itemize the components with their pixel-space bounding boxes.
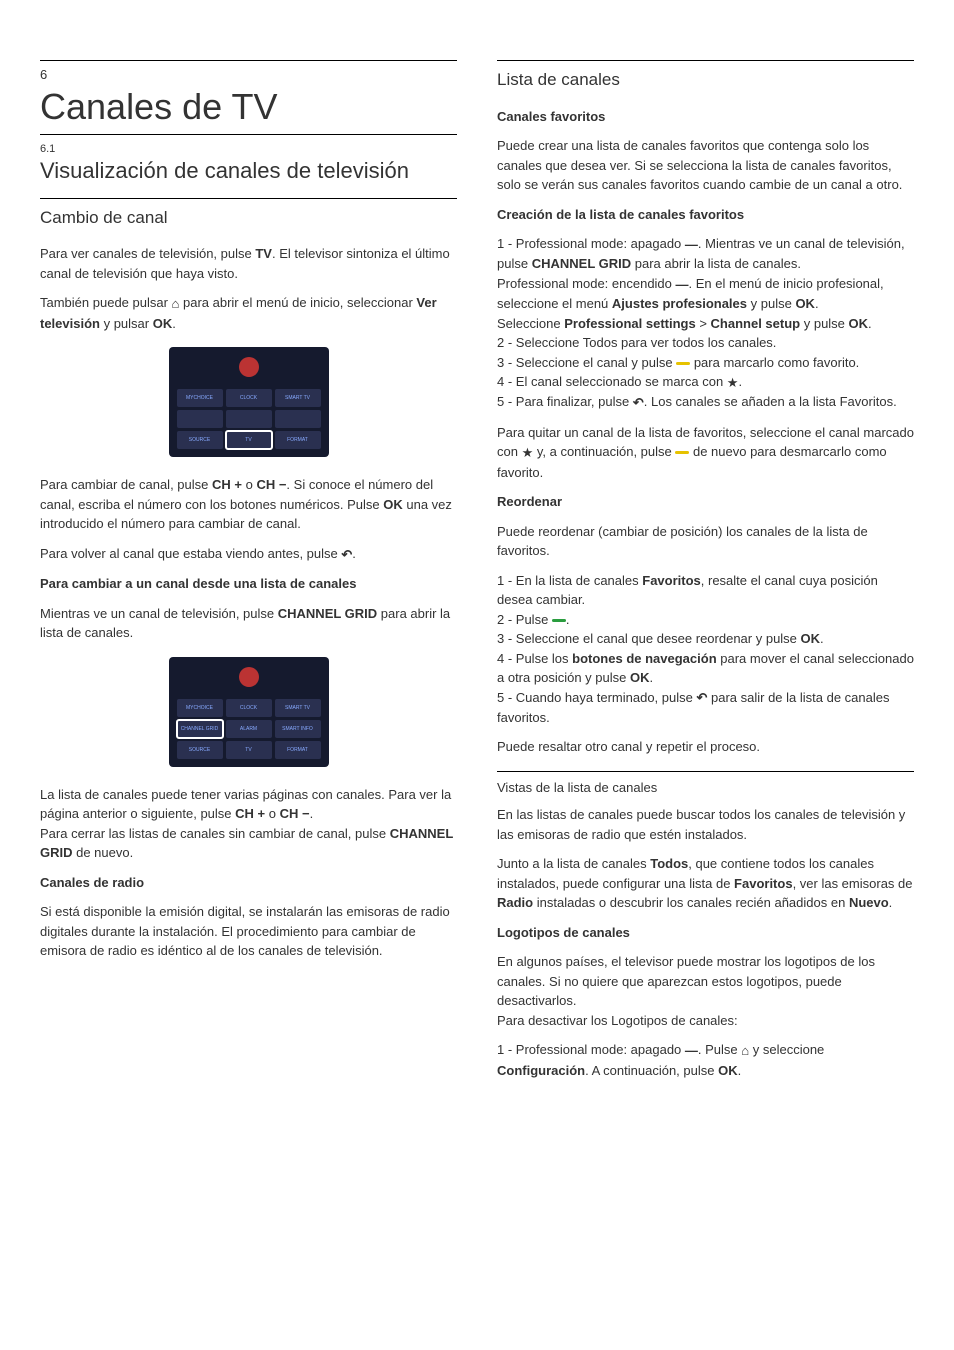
remote-button-highlighted: TV — [226, 431, 272, 449]
section-number: 6.1 — [40, 141, 457, 158]
paragraph: Puede resaltar otro canal y repetir el p… — [497, 737, 914, 757]
subsection-cambio-canal: Cambio de canal — [40, 198, 457, 231]
remote-button-highlighted: CHANNEL GRID — [177, 720, 223, 738]
dash-icon — [676, 275, 689, 295]
paragraph: 1 - En la lista de canales Favoritos, re… — [497, 571, 914, 728]
remote-control-image: MYCHOICE CLOCK SMART TV SOURCE TV FORMAT — [169, 347, 329, 457]
paragraph: Para volver al canal que estaba viendo a… — [40, 544, 457, 564]
remote-button: FORMAT — [275, 741, 321, 759]
yellow-button-icon — [676, 362, 690, 365]
remote-button: TV — [226, 741, 272, 759]
subsub-vistas: Vistas de la lista de canales — [497, 771, 914, 798]
paragraph: Para cambiar de canal, pulse CH + o CH −… — [40, 475, 457, 534]
remote-button: ALARM — [226, 720, 272, 738]
paragraph: Para quitar un canal de la lista de favo… — [497, 423, 914, 482]
star-icon — [522, 443, 534, 463]
bold-heading: Canales de radio — [40, 873, 457, 893]
remote-button: CLOCK — [226, 389, 272, 407]
remote-button: SMART TV — [275, 389, 321, 407]
yellow-button-icon — [675, 451, 689, 454]
remote-button — [177, 410, 223, 428]
remote-button: SOURCE — [177, 431, 223, 449]
bold-heading: Creación de la lista de canales favorito… — [497, 205, 914, 225]
bold-heading: Para cambiar a un canal desde una lista … — [40, 574, 457, 594]
green-button-icon — [552, 619, 566, 622]
paragraph: Puede crear una lista de canales favorit… — [497, 136, 914, 195]
paragraph: La lista de canales puede tener varias p… — [40, 785, 457, 863]
paragraph: Junto a la lista de canales Todos, que c… — [497, 854, 914, 913]
remote-button: MYCHOICE — [177, 699, 223, 717]
star-icon — [727, 373, 739, 393]
paragraph: Si está disponible la emisión digital, s… — [40, 902, 457, 961]
paragraph: Para ver canales de televisión, pulse TV… — [40, 244, 457, 283]
bold-heading: Canales favoritos — [497, 107, 914, 127]
remote-button — [226, 410, 272, 428]
paragraph: 1 - Professional mode: apagado . Pulse y… — [497, 1040, 914, 1080]
back-icon — [341, 545, 352, 565]
home-icon — [741, 1041, 749, 1061]
remote-button: CLOCK — [226, 699, 272, 717]
paragraph: En algunos países, el televisor puede mo… — [497, 952, 914, 1030]
remote-button: SMART TV — [275, 699, 321, 717]
section-title: Visualización de canales de televisión — [40, 158, 457, 184]
paragraph: También puede pulsar para abrir el menú … — [40, 293, 457, 333]
paragraph: Mientras ve un canal de televisión, puls… — [40, 604, 457, 643]
remote-control-image: MYCHOICE CLOCK SMART TV CHANNEL GRID ALA… — [169, 657, 329, 767]
dash-icon — [685, 1041, 698, 1061]
dash-icon — [685, 235, 698, 255]
remote-button: SMART INFO — [275, 720, 321, 738]
back-icon — [696, 688, 707, 708]
paragraph: Puede reordenar (cambiar de posición) lo… — [497, 522, 914, 561]
chapter-title: Canales de TV — [40, 87, 457, 136]
bold-heading: Reordenar — [497, 492, 914, 512]
bold-heading: Logotipos de canales — [497, 923, 914, 943]
left-column: 6 Canales de TV 6.1 Visualización de can… — [40, 60, 457, 1090]
remote-button: FORMAT — [275, 431, 321, 449]
paragraph: En las listas de canales puede buscar to… — [497, 805, 914, 844]
remote-button — [275, 410, 321, 428]
subsection-lista-canales: Lista de canales — [497, 60, 914, 93]
back-icon — [633, 393, 644, 413]
chapter-number: 6 — [40, 60, 457, 85]
remote-button: MYCHOICE — [177, 389, 223, 407]
paragraph: 1 - Professional mode: apagado . Mientra… — [497, 234, 914, 413]
remote-button: SOURCE — [177, 741, 223, 759]
right-column: Lista de canales Canales favoritos Puede… — [497, 60, 914, 1090]
